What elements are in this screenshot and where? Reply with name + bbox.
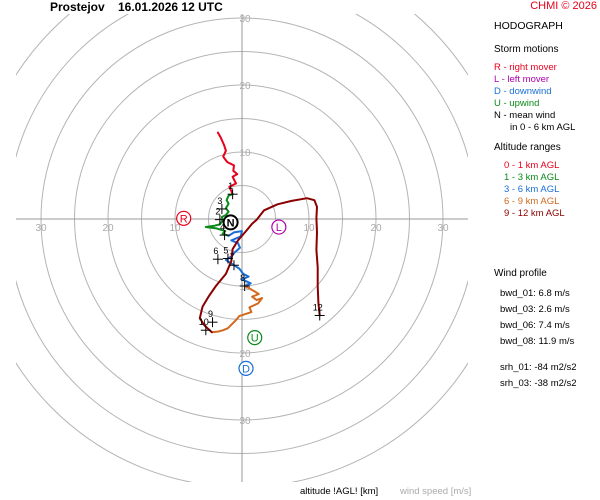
x-tick-label: 30 — [437, 223, 449, 234]
x-tick-label: 20 — [370, 223, 382, 234]
observation-time: 16.01.2026 12 UTC — [118, 0, 223, 14]
storm-motion-label: D — [242, 363, 250, 375]
bwd-item-0: bwd_01: 6.8 m/s — [500, 288, 570, 299]
storm-motion-label: U — [251, 333, 259, 345]
altitude-mark-label: 7 — [229, 252, 234, 262]
storm-motion-marker — [238, 360, 254, 377]
storm-motion-item-2: D - downwind — [494, 86, 552, 97]
altitude-range-item-0: 0 - 1 km AGL — [504, 160, 560, 171]
x-tick-label: 30 — [35, 223, 47, 234]
storm-motion-item-3: U - upwind — [494, 98, 540, 109]
storm-motion-item-5: in 0 - 6 km AGL — [510, 122, 576, 133]
y-tick-label: 30 — [239, 416, 251, 427]
storm-motion-marker — [271, 219, 287, 235]
x-tick-label: 10 — [169, 223, 181, 234]
altitude-mark-label: 6 — [213, 246, 218, 256]
storm-motion-label: R — [180, 213, 188, 225]
credit-label: CHMI © 2026 — [530, 0, 597, 12]
storm-motion-label: N — [227, 217, 235, 229]
x-tick-label: 20 — [102, 223, 114, 234]
hodograph-series-4 — [198, 197, 321, 334]
y-tick-label: 20 — [239, 349, 251, 360]
bwd-item-1: bwd_03: 2.6 m/s — [500, 304, 570, 315]
altitude-axis-label: altitude !AGL! [km] — [300, 486, 379, 497]
storm-motion-marker — [222, 214, 239, 231]
storm-motions-list: R - right mover L - left mover D - downwin… — [494, 62, 600, 134]
altitude-mark-label: 1 — [228, 181, 233, 191]
y-tick-label: 10 — [239, 148, 251, 159]
altitude-mark-label: 10 — [199, 317, 209, 327]
y-tick-label: 30 — [239, 14, 251, 25]
altitude-range-item-4: 9 - 12 km AGL — [504, 208, 565, 219]
hodograph-series-0 — [216, 131, 239, 196]
y-tick-label: 10 — [239, 282, 251, 293]
wind-profile-title: Wind profile — [494, 268, 547, 279]
altitude-range-item-2: 3 - 6 km AGL — [504, 184, 560, 195]
altitude-mark-label: 12 — [313, 302, 323, 312]
altitude-ranges-title: Altitude ranges — [494, 142, 561, 153]
hodograph-grid: 30 20 10 10 20 30 30 20 10 10 20 30 — [16, 14, 468, 482]
storm-motion-item-0: R - right mover — [494, 62, 557, 73]
hodograph-series-1 — [204, 193, 234, 237]
altitude-ranges-list: 0 - 1 km AGL 1 - 3 km AGL 3 - 6 km AGL 6 - … — [494, 160, 600, 220]
altitude-mark-label: 3 — [217, 196, 222, 206]
legend-panel: HODOGRAPH Storm motions R - right mover L… — [494, 20, 600, 220]
altitude-range-item-1: 1 - 3 km AGL — [504, 172, 560, 183]
altitude-mark-label: 9 — [208, 309, 213, 319]
y-tick-label: 20 — [239, 81, 251, 92]
altitude-range-item-3: 6 - 9 km AGL — [504, 196, 560, 207]
hodograph-series-3 — [210, 285, 264, 334]
storm-relative-helicity-list: srh_01: -84 m2/s2 srh_03: -38 m2/s2 — [494, 360, 600, 392]
altitude-mark-label: 2 — [215, 207, 220, 217]
srh-item-0: srh_01: -84 m2/s2 — [500, 362, 577, 373]
srh-item-1: srh_03: -38 m2/s2 — [500, 378, 577, 389]
storm-motion-item-1: L - left mover — [494, 74, 550, 85]
wind-speed-axis-label: wind speed [m/s] — [400, 486, 472, 497]
storm-motion-item-4: N - mean wind — [494, 110, 556, 121]
altitude-mark-label: 5 — [223, 246, 228, 256]
bwd-item-3: bwd_08: 11.9 m/s — [500, 336, 575, 347]
bwd-item-2: bwd_06: 7.4 m/s — [500, 320, 570, 331]
x-tick-label: 10 — [303, 223, 315, 234]
altitude-mark-label: 4 — [220, 222, 225, 232]
altitude-mark-label: 8 — [240, 273, 245, 283]
storm-motion-label: L — [276, 222, 282, 234]
storm-motion-marker — [176, 210, 192, 226]
bulk-wind-difference-list: bwd_01: 6.8 m/s bwd_03: 2.6 m/s bwd_06: 7.… — [494, 286, 600, 350]
wind-profile-panel: Wind profile bwd_01: 6.8 m/s bwd_03: 2.6 … — [494, 266, 600, 392]
station-name: Prostejov — [50, 0, 105, 14]
storm-motions-title: Storm motions — [494, 44, 559, 55]
legend-title: HODOGRAPH — [494, 20, 563, 32]
storm-motion-marker — [247, 329, 263, 346]
